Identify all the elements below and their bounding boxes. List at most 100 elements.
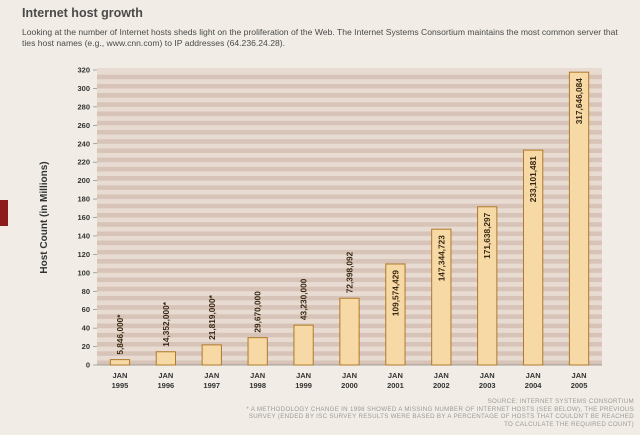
- bar-2001: [385, 263, 406, 366]
- x-tick-label-month: JAN: [572, 371, 587, 380]
- bar-1997: [201, 344, 222, 366]
- plot-stripe: [97, 166, 602, 172]
- intro-text: Looking at the number of Internet hosts …: [22, 27, 618, 48]
- plot-stripe: [97, 148, 602, 153]
- x-tick-label-year: 1995: [112, 381, 129, 390]
- plot-stripe: [97, 291, 602, 296]
- bar-2000: [339, 297, 360, 366]
- plot-stripe: [97, 277, 602, 283]
- source-line: SOURCE: INTERNET SYSTEMS CONSORTIUM: [487, 398, 634, 405]
- plot-stripe: [97, 249, 602, 255]
- x-tick-label-year: 2004: [525, 381, 543, 390]
- plot-stripe: [97, 79, 602, 84]
- bar-2005: [568, 71, 590, 366]
- plot-stripe: [97, 88, 602, 94]
- y-axis-label: Host Count (in Millions): [39, 161, 50, 273]
- x-tick-label-month: JAN: [250, 371, 265, 380]
- bar-value-label: 5,846,000*: [115, 314, 125, 355]
- plot-stripe: [97, 171, 602, 177]
- plot-stripe: [97, 185, 602, 190]
- bar-1995: [109, 359, 131, 366]
- y-tick-label: 120: [77, 250, 90, 259]
- y-tick-label: 180: [77, 195, 90, 204]
- plot-stripe: [97, 152, 602, 158]
- page-title: Internet host growth: [22, 6, 143, 20]
- x-tick-label-year: 2001: [387, 381, 404, 390]
- bar-value-label: 21,819,000*: [207, 294, 217, 340]
- bar-value-label: 109,574,429: [390, 270, 400, 317]
- footnote-line-1: * A METHODOLOGY CHANGE IN 1998 SHOWED A …: [246, 405, 634, 413]
- plot-stripe: [97, 208, 602, 213]
- plot-stripe: [97, 245, 602, 250]
- plot-stripe: [97, 231, 602, 236]
- bar-2002: [431, 228, 452, 366]
- x-tick-label-month: JAN: [112, 371, 127, 380]
- plot-stripe: [97, 162, 602, 167]
- bar-1996: [155, 351, 177, 366]
- y-tick-label: 140: [77, 231, 90, 240]
- x-tick-label-year: 2005: [571, 381, 588, 390]
- plot-stripe: [97, 258, 602, 264]
- y-tick-label: 20: [82, 342, 90, 351]
- x-tick-label-month: JAN: [158, 371, 173, 380]
- plot-stripe: [97, 286, 602, 292]
- source-notes: SOURCE: INTERNET SYSTEMS CONSORTIUM * A …: [14, 398, 634, 428]
- y-tick-label: 0: [86, 361, 90, 370]
- x-tick-label-year: 2003: [479, 381, 496, 390]
- plot-stripe: [97, 83, 602, 89]
- bar-value-label: 29,670,000: [253, 291, 263, 333]
- bar-1998: [247, 337, 268, 366]
- x-tick-label-year: 2002: [433, 381, 450, 390]
- y-tick-label: 60: [82, 305, 90, 314]
- plot-stripe: [97, 106, 602, 112]
- footnote-line-3: TO CALCULATE THE REQUIRED COUNT): [504, 420, 634, 428]
- y-tick-label: 280: [77, 102, 90, 111]
- plot-stripe: [97, 194, 602, 200]
- x-tick-label-month: JAN: [434, 371, 449, 380]
- y-tick-label: 200: [77, 176, 90, 185]
- bar-value-label: 171,638,297: [482, 212, 492, 259]
- x-tick-label-year: 1998: [249, 381, 266, 390]
- x-tick-label-year: 1996: [158, 381, 175, 390]
- y-tick-label: 160: [77, 213, 90, 222]
- x-tick-label-month: JAN: [388, 371, 403, 380]
- plot-stripe: [97, 189, 602, 195]
- plot-stripe: [97, 203, 602, 209]
- y-tick-label: 260: [77, 121, 90, 130]
- bar-value-label: 147,344,723: [436, 235, 446, 282]
- x-tick-label-month: JAN: [526, 371, 541, 380]
- plot-stripe: [97, 235, 602, 241]
- plot-stripe: [97, 120, 602, 126]
- plot-stripe: [97, 199, 602, 204]
- plot-stripe: [97, 272, 602, 278]
- bar-value-label: 317,646,084: [574, 78, 584, 125]
- x-tick-label-month: JAN: [480, 371, 495, 380]
- plot-stripe: [97, 97, 602, 103]
- plot-stripe: [97, 125, 602, 130]
- plot-stripe: [97, 263, 602, 269]
- x-tick-label-month: JAN: [342, 371, 357, 380]
- y-tick-label: 80: [82, 287, 90, 296]
- x-tick-label-month: JAN: [204, 371, 219, 380]
- x-tick-label-month: JAN: [296, 371, 311, 380]
- bar-1999: [293, 324, 314, 366]
- plot-stripe: [97, 282, 602, 287]
- plot-stripe: [97, 134, 602, 140]
- y-tick-label: 100: [77, 268, 90, 277]
- bar-value-label: 72,398,092: [345, 251, 355, 293]
- bar-value-label: 14,352,000*: [161, 301, 171, 347]
- plot-stripe: [97, 212, 602, 218]
- plot-stripe: [97, 268, 602, 273]
- host-growth-chart: 0 20 40 60 80 100 120 140 160 180 200 220 240 260 280 3…: [39, 66, 602, 390]
- y-tick-label: 240: [77, 139, 90, 148]
- plot-stripe: [97, 116, 602, 121]
- plot-stripe: [97, 139, 602, 144]
- plot-stripe: [97, 226, 602, 232]
- plot-stripe: [97, 129, 602, 135]
- plot-stripe: [97, 74, 602, 80]
- y-tick-label: 320: [77, 66, 90, 75]
- side-tab-marker: [0, 200, 8, 226]
- x-tick-label-year: 1999: [295, 381, 312, 390]
- plot-stripe: [97, 217, 602, 223]
- bar-value-label: 43,230,000: [299, 278, 309, 320]
